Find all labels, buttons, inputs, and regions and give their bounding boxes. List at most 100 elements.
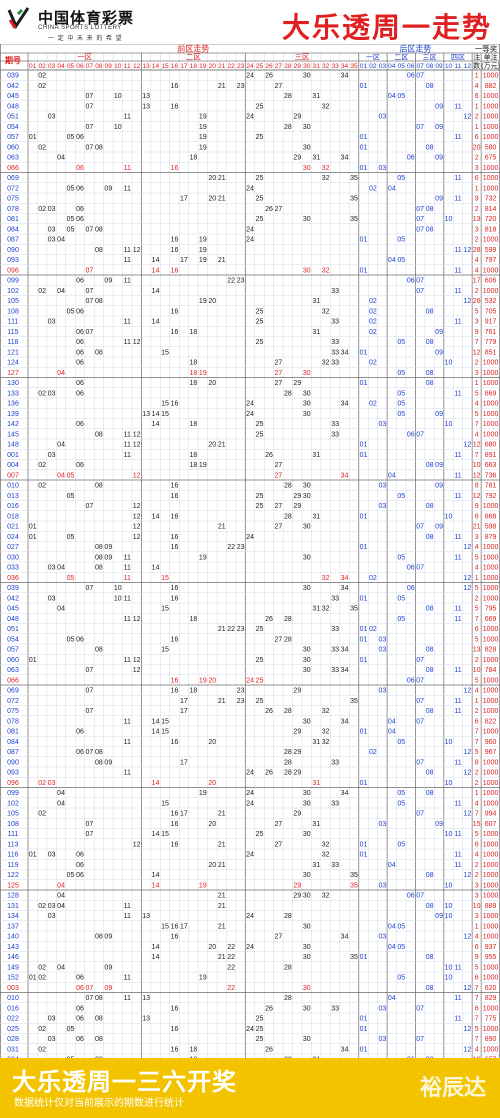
back-ball: 12 (464, 247, 472, 254)
front-ball: 24 (246, 790, 254, 797)
front-ball: 16 (171, 483, 179, 490)
front-ball: 11 (124, 278, 131, 285)
back-number-header: 11 (455, 63, 462, 70)
front-ball: 20 (208, 780, 216, 787)
front-ball: 06 (76, 975, 84, 982)
front-ball: 11 (124, 247, 131, 254)
prize-amount-cell: 1000 (483, 503, 499, 510)
back-ball: 08 (426, 790, 434, 797)
back-ball: 09 (435, 821, 443, 828)
front-ball: 25 (256, 103, 264, 110)
front-ball: 16 (171, 267, 179, 274)
front-number-header: 08 (95, 63, 103, 70)
back-ball: 09 (435, 462, 443, 469)
back-ball: 09 (435, 411, 443, 418)
logo-text-en: CHINA SPORTS LOTTERY (38, 25, 122, 31)
front-ball: 35 (350, 954, 358, 961)
front-ball: 25 (256, 339, 264, 346)
front-ball: 32 (322, 852, 330, 859)
front-ball: 09 (104, 934, 112, 941)
back-ball: 05 (397, 257, 405, 264)
back-ball: 11 (454, 247, 461, 254)
back-ball: 08 (426, 83, 434, 90)
back-ball: 07 (416, 759, 424, 766)
back-ball: 10 (445, 360, 453, 367)
back-ball: 03 (378, 1036, 386, 1043)
front-ball: 02 (38, 462, 46, 469)
back-ball: 08 (426, 770, 434, 777)
period-col-header: 期号 (5, 55, 21, 65)
prize-count-cell: 2 (475, 360, 479, 367)
front-ball: 21 (218, 811, 226, 818)
period-cell: 024 (7, 534, 19, 541)
prize-count-cell: 5 (475, 677, 479, 684)
period-cell: 084 (7, 226, 19, 233)
period-cell: 034 (7, 1057, 19, 1058)
front-ball: 28 (284, 964, 292, 971)
front-ball: 04 (57, 800, 65, 807)
prize-amount-cell: 1000 (483, 934, 499, 941)
front-ball: 28 (284, 513, 292, 520)
prize-count-cell: 5 (475, 636, 479, 643)
back-ball: 04 (388, 93, 396, 100)
back-ball: 10 (445, 882, 453, 889)
front-ball: 02 (38, 780, 46, 787)
prize-amount-cell: 599 (485, 247, 497, 254)
back-ball: 09 (435, 349, 443, 356)
front-ball: 13 (142, 913, 150, 920)
front-ball: 02 (38, 903, 46, 910)
back-zone-label: 三区 (423, 54, 437, 62)
front-ball: 32 (322, 841, 330, 848)
prize-count-cell: 6 (475, 626, 479, 633)
front-ball: 17 (180, 257, 188, 264)
front-ball: 08 (95, 749, 103, 756)
front-ball: 04 (57, 893, 65, 900)
period-cell: 004 (7, 462, 19, 469)
front-ball: 18 (189, 452, 197, 459)
prize-count-cell: 4 (475, 565, 479, 572)
prize-amount-cell: 917 (485, 319, 497, 326)
front-ball: 10 (114, 585, 122, 592)
prize-amount-cell: 818 (485, 226, 497, 233)
front-ball: 08 (95, 144, 103, 151)
period-cell: 099 (7, 278, 19, 285)
prize-count-cell: 5 (475, 308, 479, 315)
front-ball: 20 (208, 196, 216, 203)
prize-amount-cell: 1000 (483, 862, 499, 869)
period-cell: 016 (7, 1005, 19, 1012)
front-ball: 29 (293, 811, 301, 818)
front-area-title: 前区走势 (177, 44, 209, 54)
back-ball: 02 (369, 298, 377, 305)
back-ball: 06 (407, 893, 415, 900)
front-ball: 05 (67, 216, 75, 223)
count-col-header: 注 (473, 53, 480, 62)
back-ball: 10 (445, 831, 453, 838)
back-ball: 04 (388, 257, 396, 264)
back-number-header: 07 (417, 63, 425, 70)
back-ball: 03 (378, 421, 386, 428)
period-cell: 013 (7, 493, 19, 500)
back-ball: 04 (388, 729, 396, 736)
back-ball: 02 (369, 308, 377, 315)
front-ball: 32 (322, 360, 330, 367)
back-ball: 11 (454, 267, 461, 274)
back-ball: 10 (445, 913, 453, 920)
back-ball: 09 (435, 913, 443, 920)
front-ball: 26 (265, 1046, 273, 1053)
back-ball: 01 (360, 841, 368, 848)
front-ball: 06 (76, 852, 84, 859)
prize-amount-cell: 891 (485, 452, 497, 459)
back-ball: 05 (397, 93, 405, 100)
front-ball: 33 (331, 319, 339, 326)
front-ball: 24 (246, 1026, 254, 1033)
prize-count-cell: 7 (475, 1016, 479, 1023)
front-ball: 01 (29, 134, 37, 141)
front-ball: 21 (218, 175, 226, 182)
back-ball: 01 (360, 954, 368, 961)
back-ball: 03 (378, 636, 386, 643)
period-cell: 025 (7, 1026, 19, 1033)
front-number-header: 03 (48, 63, 56, 70)
back-ball: 05 (397, 841, 405, 848)
front-number-header: 16 (171, 63, 179, 70)
period-cell: 093 (7, 257, 19, 264)
